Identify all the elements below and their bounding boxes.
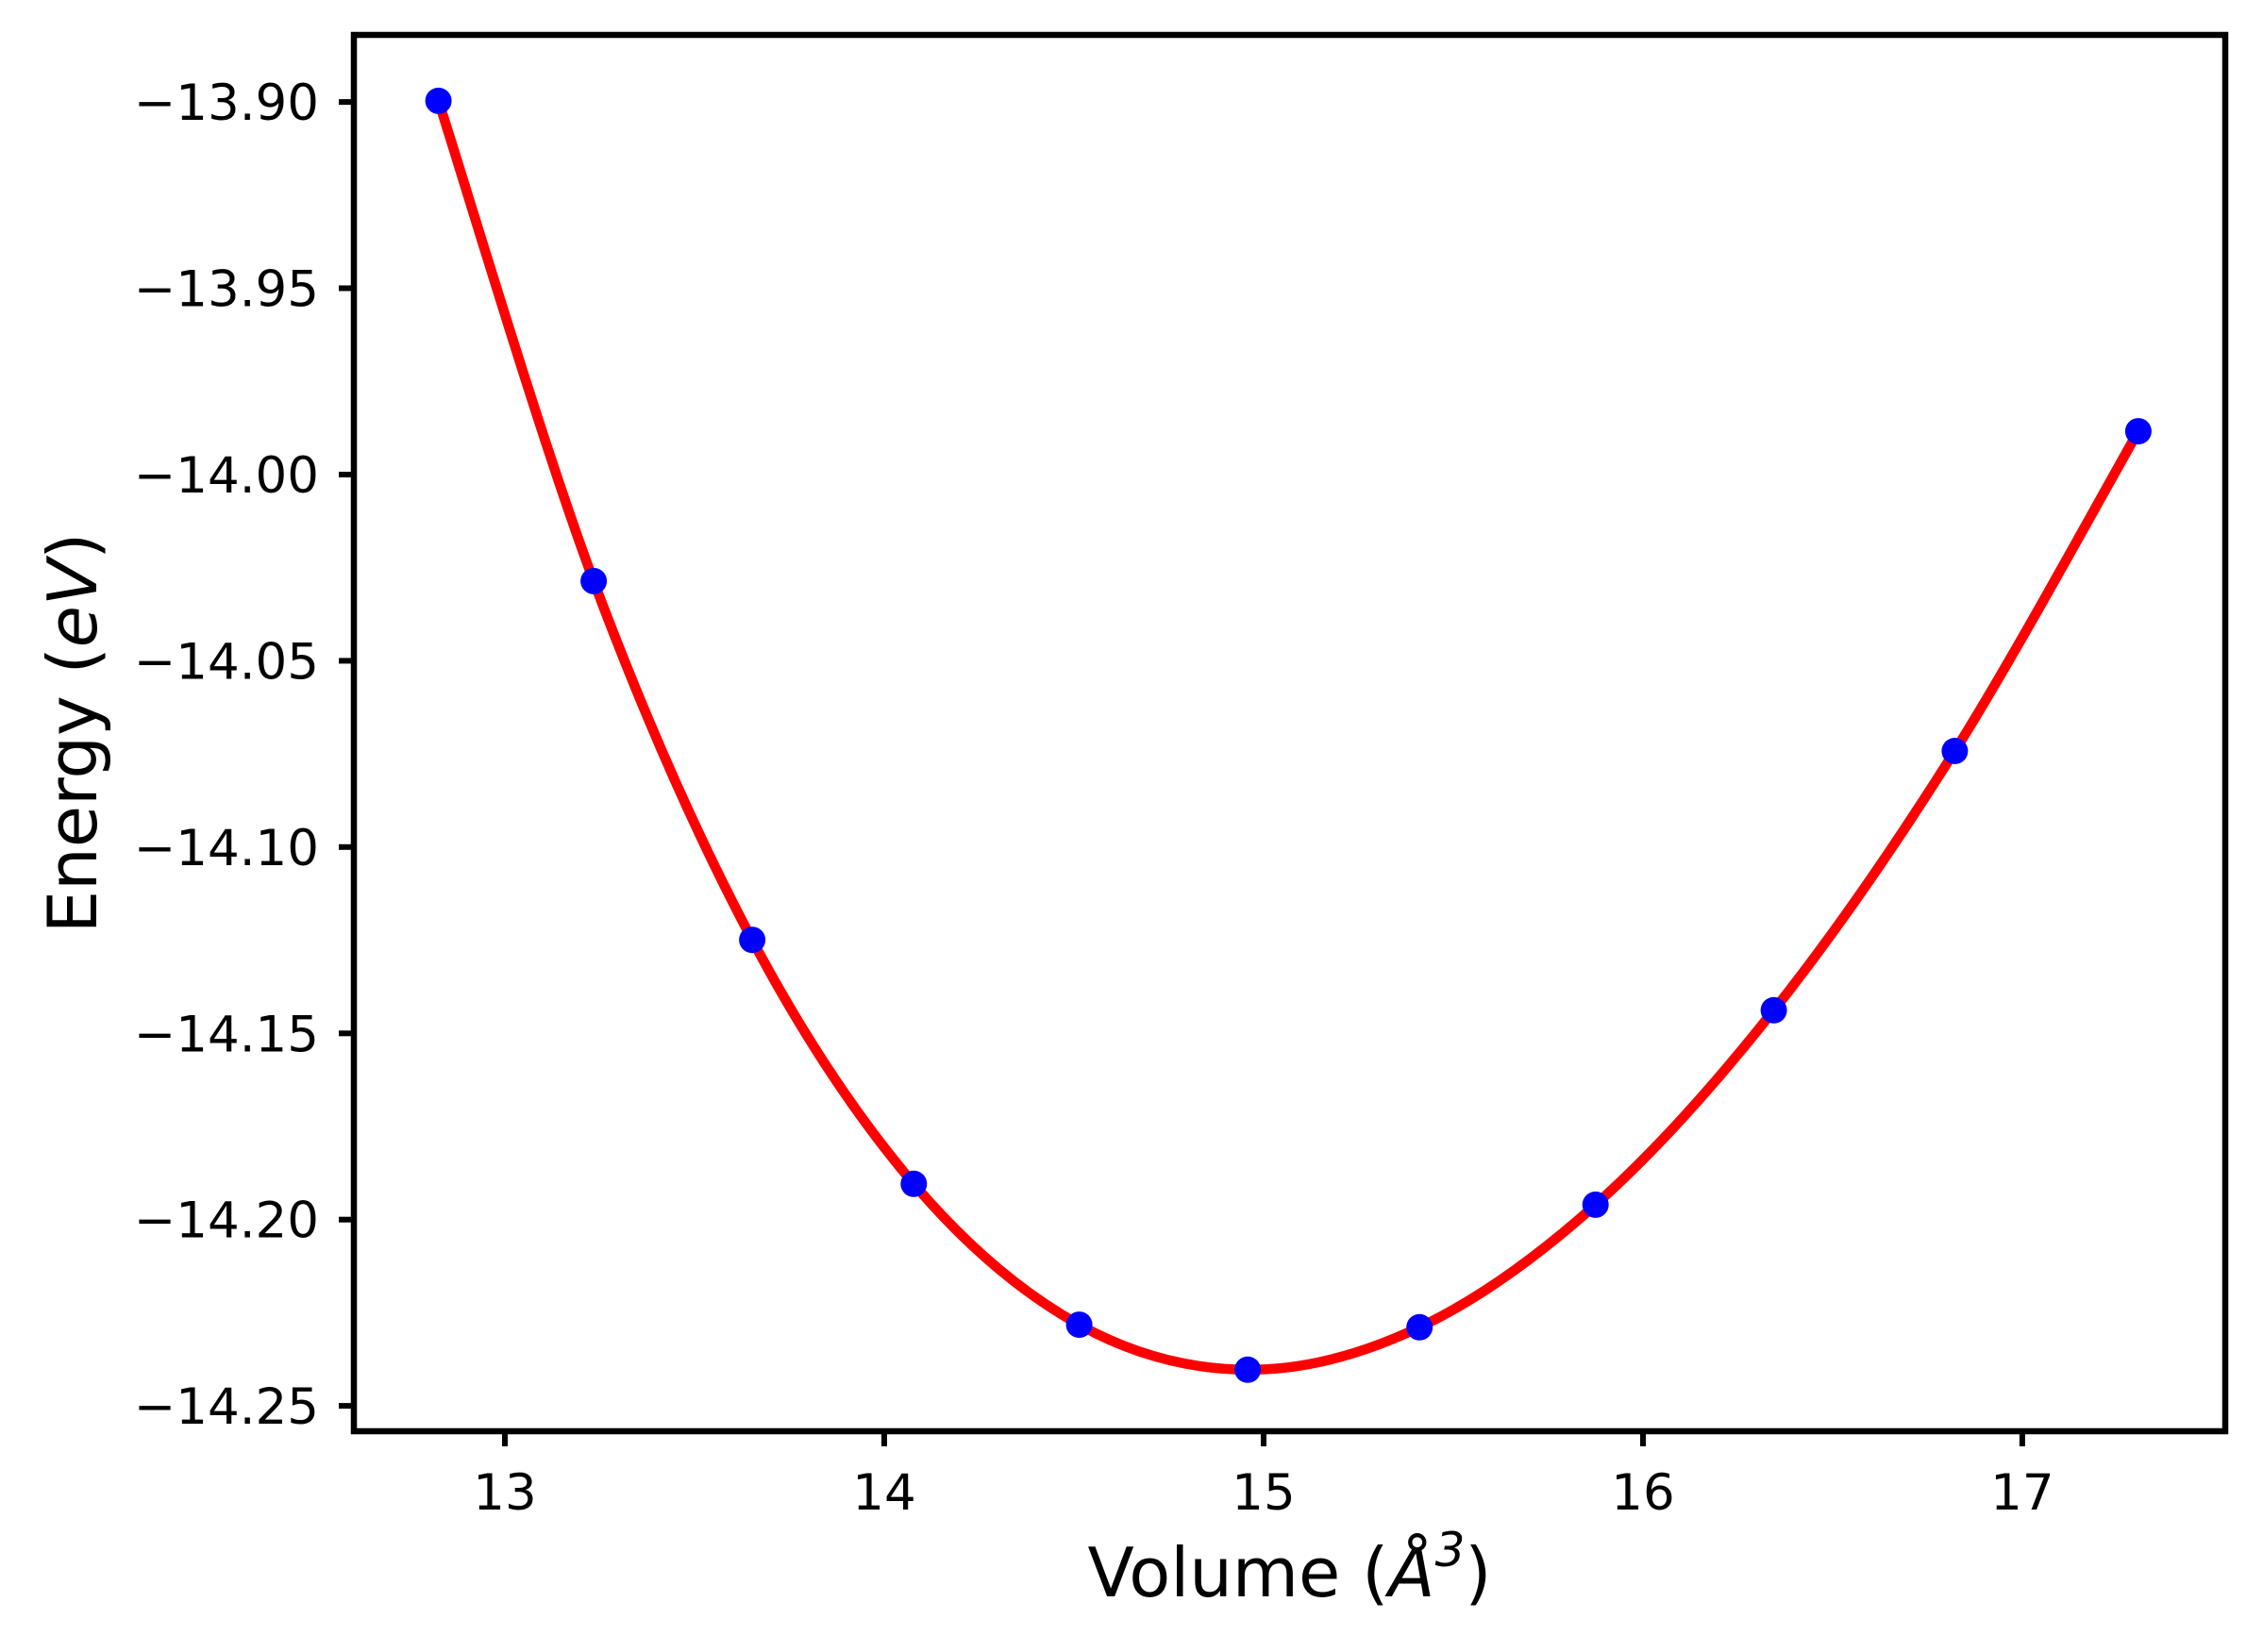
- x-tick-label: 15: [1232, 1464, 1295, 1522]
- x-axis-title-part: Volume (: [1088, 1533, 1389, 1612]
- data-point: [739, 926, 766, 954]
- x-axis-title-part: Å: [1384, 1533, 1434, 1612]
- y-axis: −13.90 −13.95 −14.00 −14.05 −14.10 −14.15 −14.…: [134, 75, 354, 1436]
- axis-labels: Volume (Å3)Energy (eV): [33, 533, 1491, 1612]
- x-axis-title: Volume (Å3): [1088, 1523, 1492, 1612]
- x-axis-title-part: 3: [1435, 1523, 1466, 1577]
- y-tick-label: −13.90: [134, 75, 319, 132]
- x-axis: 13 14 15 16 17: [473, 1431, 2054, 1522]
- y-axis-title-part: Energy (: [33, 647, 112, 933]
- data-point: [1582, 1191, 1609, 1218]
- data-point: [900, 1170, 928, 1197]
- x-tick-label: 17: [1990, 1464, 2053, 1522]
- data-point: [1065, 1311, 1093, 1339]
- y-tick-label: −14.15: [134, 1006, 319, 1063]
- x-tick-label: 16: [1611, 1464, 1674, 1522]
- data-point: [425, 87, 452, 114]
- y-tick-label: −14.00: [134, 447, 319, 505]
- plot-frame: [350, 31, 2229, 1435]
- data-point: [1760, 996, 1787, 1024]
- y-tick-label: −14.20: [134, 1193, 319, 1250]
- data-point: [1406, 1313, 1433, 1341]
- y-tick-label: −13.95: [134, 261, 319, 319]
- x-tick-label: 13: [473, 1464, 536, 1522]
- data-point: [2124, 418, 2152, 445]
- eos-fit-curve: [433, 95, 2144, 1376]
- data-point: [1234, 1356, 1262, 1383]
- axes-spines: [350, 31, 2229, 1435]
- data-point: [1941, 738, 1969, 764]
- y-tick-label: −14.10: [134, 820, 319, 877]
- y-axis-title-part: ): [33, 533, 112, 559]
- y-tick-label: −14.05: [134, 633, 319, 691]
- calculated-points-group: [425, 87, 2152, 1383]
- y-axis-title-part: eV: [33, 555, 112, 647]
- y-axis-title: Energy (eV): [33, 533, 112, 934]
- y-tick-label: −14.25: [134, 1378, 319, 1436]
- series-layer: [425, 87, 2152, 1383]
- x-axis-title-part: ): [1465, 1533, 1491, 1612]
- x-tick-label: 14: [852, 1464, 915, 1522]
- data-point: [580, 567, 608, 594]
